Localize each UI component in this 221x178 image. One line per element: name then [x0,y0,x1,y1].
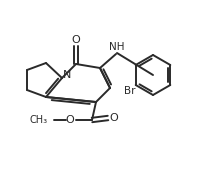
Text: O: O [66,115,74,125]
Text: N: N [63,70,71,80]
Text: O: O [72,35,80,45]
Text: O: O [110,113,118,123]
Text: NH: NH [109,42,125,52]
Text: Br: Br [124,86,135,96]
Text: CH₃: CH₃ [30,115,48,125]
